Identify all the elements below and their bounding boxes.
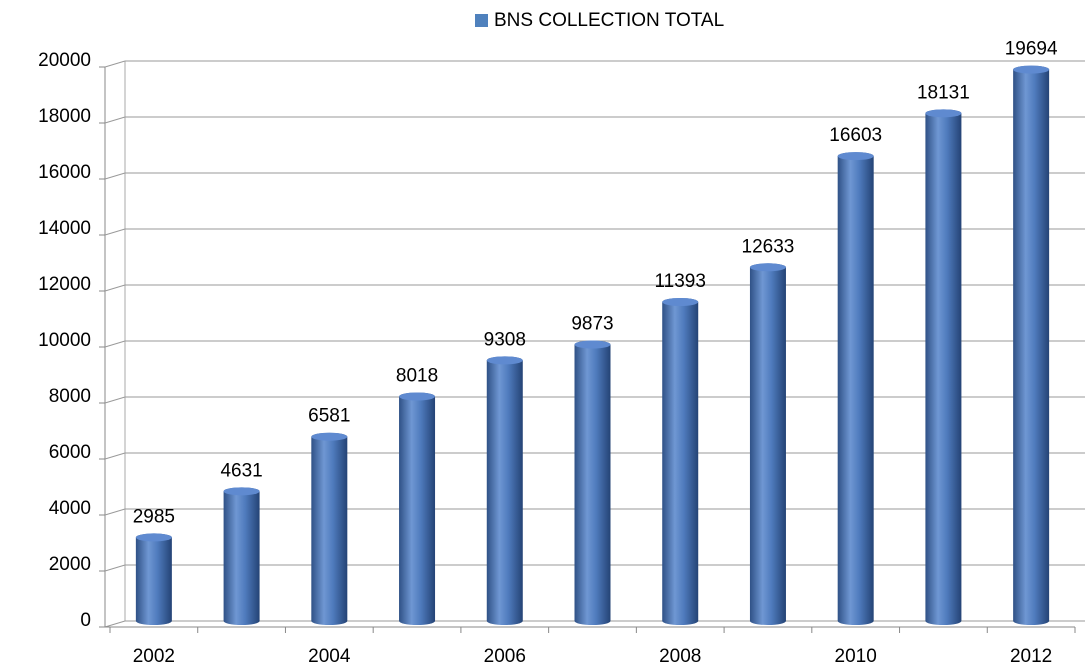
data-label: 9873: [571, 314, 613, 335]
data-label: 4631: [220, 460, 262, 481]
data-label: 16603: [829, 125, 882, 146]
bar-cap: [837, 152, 874, 161]
grid-line-side: [104, 172, 126, 180]
data-label: 18131: [917, 82, 970, 103]
bar-cap: [574, 340, 611, 349]
legend-label: BNS COLLECTION TOTAL: [494, 10, 724, 31]
grid-line-side: [104, 60, 126, 68]
y-tick-label: 10000: [38, 330, 91, 351]
bar-cap: [399, 392, 436, 401]
x-tick-label: 2006: [484, 646, 526, 666]
data-label: 6581: [308, 406, 350, 427]
y-tick-label: 4000: [49, 498, 91, 519]
y-tick-label: 2000: [49, 554, 91, 575]
legend-swatch: [475, 14, 488, 27]
grid-line-side: [104, 284, 126, 292]
bar: [574, 340, 611, 625]
bar: [311, 432, 348, 625]
bar: [1013, 65, 1050, 626]
bar: [135, 533, 172, 625]
y-tick-label: 6000: [49, 442, 91, 463]
bar-cap: [925, 109, 962, 118]
grid-line-side: [104, 396, 126, 404]
grid-line-side: [104, 228, 126, 236]
grid-line-side: [104, 620, 126, 628]
y-tick-label: 18000: [38, 106, 91, 127]
data-label: 8018: [396, 366, 438, 387]
data-label: 19694: [1005, 39, 1058, 60]
bar: [925, 109, 962, 625]
bar-cap: [486, 356, 523, 365]
data-label: 2985: [133, 506, 175, 527]
bar-cap: [223, 487, 260, 496]
bar-cap: [1013, 65, 1050, 74]
y-tick-label: 0: [80, 610, 91, 631]
y-tick-label: 20000: [38, 50, 91, 71]
grid-line-side: [104, 340, 126, 348]
bar: [223, 487, 260, 625]
x-tick-label: 2008: [659, 646, 701, 666]
bar: [399, 392, 436, 625]
grid-line-side: [104, 564, 126, 572]
bar-cap: [311, 432, 348, 441]
x-tick-label: 2002: [133, 646, 175, 666]
grid-line-side: [104, 452, 126, 460]
y-tick-label: 12000: [38, 274, 91, 295]
x-tick-label: 2010: [835, 646, 877, 666]
bar-cap: [749, 263, 786, 272]
data-label: 12633: [742, 236, 795, 257]
bar: [662, 297, 699, 625]
y-tick-label: 16000: [38, 162, 91, 183]
data-label: 11393: [655, 271, 706, 292]
x-tick-label: 2004: [308, 646, 351, 666]
data-label: 9308: [484, 329, 526, 350]
bar: [486, 356, 523, 625]
x-tick-label: 2012: [1010, 646, 1052, 666]
y-tick-label: 14000: [38, 218, 91, 239]
y-tick-label: 8000: [49, 386, 91, 407]
bar-cap: [662, 297, 699, 306]
grid-line-side: [104, 116, 126, 124]
bar-cap: [135, 533, 172, 542]
bar: [837, 152, 874, 625]
grid-line-side: [104, 508, 126, 516]
bar: [749, 263, 786, 625]
